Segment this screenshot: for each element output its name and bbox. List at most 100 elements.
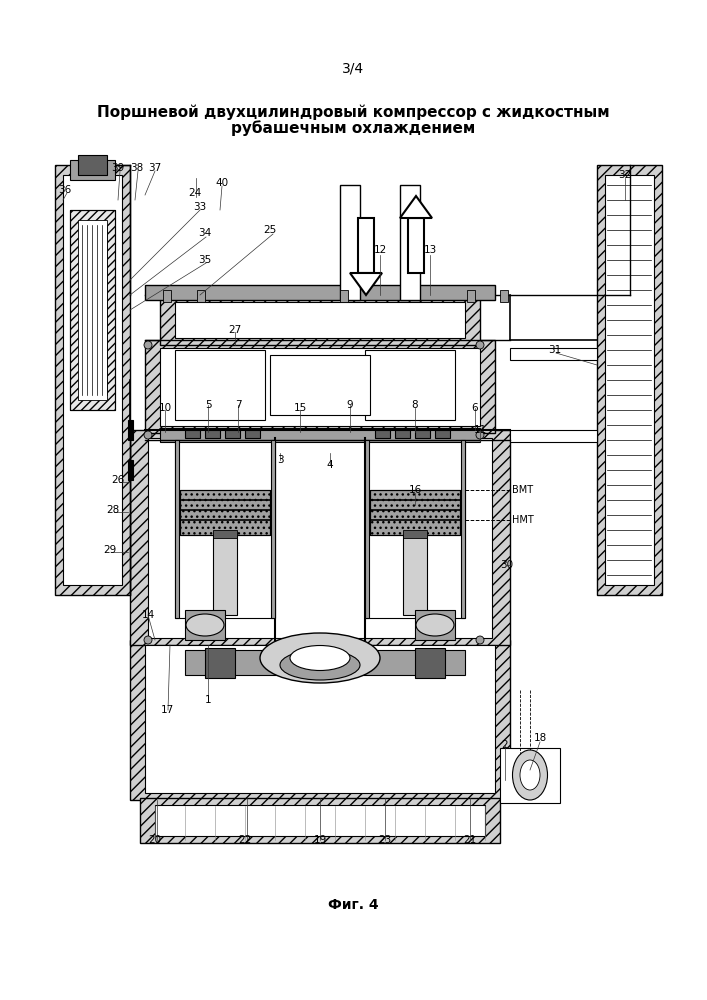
Bar — [597, 165, 662, 595]
Bar — [467, 290, 475, 302]
Bar — [145, 340, 495, 433]
Text: ВМТ: ВМТ — [512, 485, 533, 495]
Text: 30: 30 — [501, 560, 513, 570]
Text: 33: 33 — [194, 202, 206, 212]
Bar — [180, 490, 270, 535]
Bar — [70, 210, 115, 410]
Text: 3: 3 — [276, 455, 284, 465]
Bar — [500, 748, 560, 803]
Bar — [128, 420, 133, 440]
Text: 31: 31 — [549, 345, 561, 355]
Bar — [213, 535, 237, 615]
Polygon shape — [350, 273, 382, 295]
Bar — [185, 430, 200, 438]
Bar — [205, 430, 220, 438]
Bar — [130, 430, 510, 645]
Bar — [365, 438, 465, 618]
Bar — [415, 610, 455, 640]
Text: 14: 14 — [141, 610, 155, 620]
Text: 20: 20 — [148, 835, 162, 845]
Bar — [175, 350, 265, 420]
Text: рубашечным охлаждением: рубашечным охлаждением — [231, 120, 475, 136]
Bar — [340, 290, 348, 302]
Text: 9: 9 — [346, 400, 354, 410]
Bar — [395, 430, 410, 438]
Text: 4: 4 — [327, 460, 333, 470]
Bar — [130, 640, 510, 800]
Bar — [185, 610, 225, 640]
Bar — [510, 430, 597, 442]
Text: 25: 25 — [264, 225, 276, 235]
Bar — [358, 218, 374, 273]
Bar — [197, 290, 205, 302]
Bar — [370, 490, 460, 535]
Bar — [145, 645, 495, 793]
Bar — [78, 155, 107, 175]
Text: 24: 24 — [188, 188, 201, 198]
Text: 38: 38 — [130, 163, 144, 173]
Bar — [70, 160, 115, 180]
Text: Поршневой двухцилиндровый компрессор с жидкостным: Поршневой двухцилиндровый компрессор с ж… — [97, 104, 609, 120]
Bar — [365, 350, 455, 420]
Text: 19: 19 — [313, 835, 327, 845]
Text: 18: 18 — [533, 733, 547, 743]
Text: 28: 28 — [106, 505, 119, 515]
Text: Фиг. 4: Фиг. 4 — [327, 898, 378, 912]
Ellipse shape — [290, 646, 350, 670]
Text: 27: 27 — [228, 325, 242, 335]
Bar — [160, 428, 480, 442]
Circle shape — [476, 431, 484, 439]
Bar — [370, 490, 460, 535]
Bar — [403, 535, 427, 615]
Circle shape — [144, 636, 152, 644]
Bar — [213, 530, 237, 538]
Text: 26: 26 — [112, 475, 124, 485]
Text: 36: 36 — [59, 185, 71, 195]
Circle shape — [476, 636, 484, 644]
Text: 3/4: 3/4 — [342, 61, 364, 75]
Bar — [245, 430, 260, 438]
Bar — [403, 530, 427, 538]
Text: 16: 16 — [409, 485, 421, 495]
Bar — [271, 440, 275, 618]
Bar — [375, 430, 390, 438]
Bar — [78, 220, 107, 400]
Ellipse shape — [513, 750, 547, 800]
Polygon shape — [400, 196, 432, 218]
Bar — [340, 185, 360, 300]
Text: 40: 40 — [216, 178, 228, 188]
Bar — [55, 165, 130, 595]
Text: НМТ: НМТ — [512, 515, 534, 525]
Ellipse shape — [520, 760, 540, 790]
Ellipse shape — [186, 614, 224, 636]
Text: 34: 34 — [199, 228, 211, 238]
Text: 17: 17 — [160, 705, 174, 715]
Text: 29: 29 — [103, 545, 117, 555]
Bar — [365, 440, 369, 618]
Circle shape — [144, 431, 152, 439]
Text: 37: 37 — [148, 163, 162, 173]
Text: 8: 8 — [411, 400, 419, 410]
Bar — [185, 650, 465, 675]
Bar — [140, 798, 500, 843]
Text: 6: 6 — [472, 403, 479, 413]
Text: 13: 13 — [423, 245, 437, 255]
Ellipse shape — [416, 614, 454, 636]
Bar — [128, 460, 133, 480]
Bar — [408, 218, 424, 273]
Text: 1: 1 — [205, 695, 211, 705]
Bar — [605, 175, 654, 585]
Bar — [175, 438, 275, 618]
Bar — [500, 290, 508, 302]
Bar — [415, 648, 445, 678]
Text: 35: 35 — [199, 255, 211, 265]
Bar — [180, 490, 270, 535]
Text: 23: 23 — [378, 835, 392, 845]
Bar — [270, 355, 370, 415]
Bar — [160, 295, 480, 345]
Bar — [155, 805, 485, 836]
Ellipse shape — [280, 650, 360, 680]
Bar — [435, 430, 450, 438]
Bar — [163, 290, 171, 302]
Text: 32: 32 — [619, 170, 631, 180]
